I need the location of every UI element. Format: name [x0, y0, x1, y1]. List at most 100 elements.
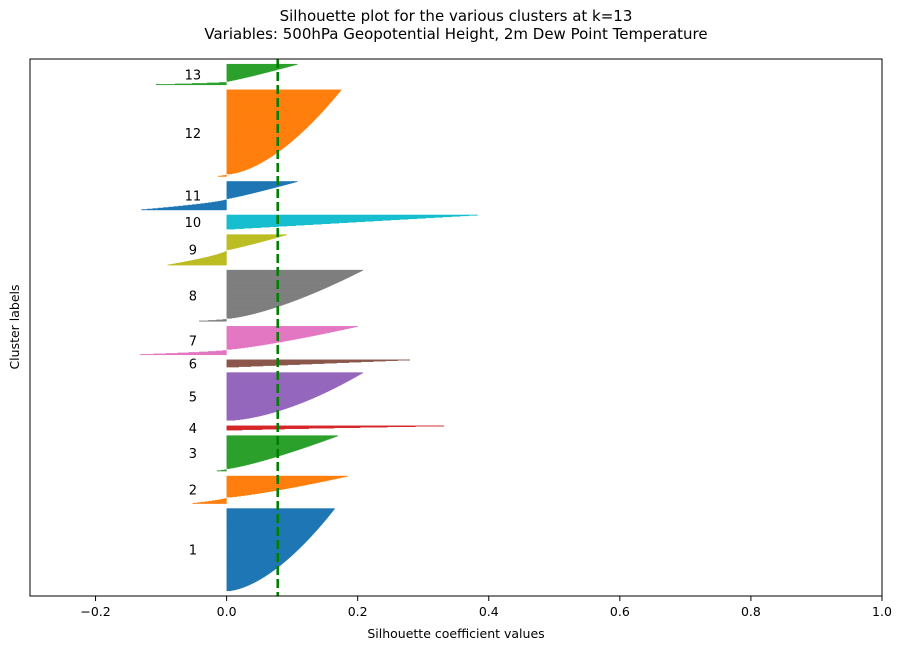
silhouette-bar-cluster-12 — [226, 115, 319, 117]
silhouette-bar-cluster-7 — [226, 340, 285, 342]
silhouette-bar-cluster-3 — [226, 441, 322, 443]
silhouette-bar-cluster-12 — [226, 115, 319, 117]
silhouette-bar-cluster-1 — [226, 561, 286, 562]
silhouette-bar-cluster-9 — [205, 257, 227, 258]
silhouette-bar-cluster-1 — [226, 570, 273, 572]
silhouette-bar-cluster-12 — [226, 123, 312, 124]
silhouette-bar-cluster-8 — [226, 305, 281, 307]
silhouette-bar-cluster-8 — [226, 282, 337, 284]
silhouette-bar-cluster-1 — [226, 511, 333, 513]
silhouette-bar-cluster-10 — [226, 218, 409, 220]
silhouette-bar-cluster-11 — [226, 194, 244, 196]
silhouette-bar-cluster-1 — [226, 581, 256, 583]
silhouette-bar-cluster-3 — [226, 443, 315, 445]
silhouette-bar-cluster-1 — [226, 576, 264, 578]
silhouette-bar-cluster-11 — [226, 193, 250, 195]
silhouette-bar-cluster-8 — [226, 312, 257, 314]
silhouette-bar-cluster-3 — [226, 467, 231, 469]
silhouette-bar-cluster-6 — [226, 362, 337, 364]
silhouette-bar-cluster-3 — [226, 458, 271, 460]
x-axis-ticks: −0.2 0.0 0.2 0.4 0.6 0.8 1.0 — [80, 596, 892, 619]
silhouette-bar-cluster-5 — [226, 387, 336, 389]
silhouette-bar-cluster-7 — [226, 333, 321, 335]
silhouette-bar-cluster-8 — [226, 270, 362, 272]
silhouette-bar-cluster-12 — [226, 118, 316, 120]
silhouette-bar-cluster-12 — [226, 169, 247, 171]
silhouette-bar-cluster-8 — [226, 288, 325, 290]
silhouette-bar-cluster-11 — [163, 207, 227, 209]
silhouette-bar-cluster-2 — [226, 495, 242, 497]
silhouette-bar-cluster-10 — [226, 224, 305, 226]
silhouette-bar-cluster-1 — [226, 571, 272, 573]
silhouette-bar-cluster-3 — [226, 448, 301, 450]
silhouette-bar-cluster-5 — [226, 400, 307, 402]
silhouette-bar-cluster-2 — [226, 486, 295, 488]
silhouette-bar-cluster-11 — [226, 184, 285, 186]
chart-title-line1: Silhouette plot for the various clusters… — [280, 7, 633, 25]
silhouette-bar-cluster-1 — [226, 567, 278, 569]
silhouette-bar-cluster-1 — [226, 582, 255, 584]
silhouette-bar-cluster-11 — [226, 194, 246, 196]
silhouette-bar-cluster-3 — [226, 463, 251, 465]
silhouette-bar-cluster-1 — [226, 549, 299, 551]
silhouette-bar-cluster-9 — [186, 260, 227, 262]
silhouette-bar-cluster-7 — [226, 347, 242, 349]
silhouette-bar-cluster-12 — [226, 111, 323, 113]
silhouette-bar-cluster-1 — [226, 508, 335, 510]
silhouette-bar-cluster-10 — [226, 224, 314, 225]
silhouette-bar-cluster-3 — [226, 436, 335, 438]
silhouette-bar-cluster-8 — [226, 278, 346, 280]
silhouette-bar-cluster-12 — [226, 137, 296, 139]
silhouette-bar-cluster-4 — [226, 428, 309, 429]
silhouette-bar-cluster-11 — [226, 189, 266, 191]
silhouette-bar-cluster-12 — [226, 148, 283, 150]
silhouette-bar-cluster-12 — [226, 147, 284, 149]
silhouette-bar-cluster-5 — [226, 386, 337, 388]
silhouette-bar-cluster-11 — [147, 208, 227, 210]
silhouette-bar-cluster-12 — [226, 93, 339, 95]
silhouette-bar-cluster-9 — [226, 234, 287, 236]
silhouette-bar-cluster-11 — [226, 193, 252, 194]
silhouette-bar-cluster-1 — [226, 552, 296, 554]
silhouette-bar-cluster-12 — [226, 99, 334, 101]
silhouette-bar-cluster-8 — [226, 294, 309, 296]
silhouette-bar-cluster-12 — [226, 164, 258, 166]
silhouette-bar-cluster-5 — [226, 404, 297, 406]
silhouette-bar-cluster-9 — [225, 251, 227, 253]
cluster-label-1: 1 — [189, 544, 197, 559]
silhouette-bar-cluster-11 — [226, 191, 258, 193]
silhouette-bar-cluster-9 — [226, 238, 273, 240]
silhouette-bar-cluster-9 — [220, 253, 227, 255]
silhouette-bar-cluster-7 — [226, 342, 277, 344]
silhouette-bar-cluster-5 — [226, 392, 326, 393]
silhouette-bar-cluster-11 — [226, 190, 262, 192]
silhouette-bar-cluster-1 — [226, 542, 306, 544]
silhouette-bar-cluster-8 — [226, 273, 357, 275]
silhouette-bar-cluster-12 — [226, 139, 294, 141]
silhouette-bar-cluster-5 — [226, 419, 240, 421]
silhouette-bar-cluster-1 — [226, 588, 239, 590]
silhouette-bar-cluster-12 — [226, 123, 311, 125]
silhouette-bar-cluster-9 — [196, 259, 227, 260]
silhouette-bar-cluster-7 — [226, 335, 311, 337]
silhouette-bar-cluster-1 — [226, 534, 313, 536]
silhouette-bar-cluster-7 — [226, 336, 309, 338]
silhouette-bar-cluster-12 — [226, 158, 268, 160]
silhouette-bar-cluster-12 — [226, 126, 308, 128]
silhouette-bar-cluster-13 — [226, 71, 268, 73]
silhouette-bar-cluster-12 — [226, 157, 271, 158]
silhouette-bar-cluster-13 — [219, 82, 227, 84]
silhouette-bar-cluster-9 — [226, 250, 227, 252]
silhouette-bar-cluster-12 — [226, 133, 300, 135]
silhouette-bar-cluster-2 — [226, 485, 301, 487]
silhouette-bar-cluster-8 — [226, 291, 318, 292]
silhouette-bar-cluster-3 — [226, 435, 339, 437]
silhouette-bar-cluster-12 — [226, 128, 306, 130]
silhouette-bar-cluster-8 — [226, 310, 264, 312]
silhouette-bar-cluster-5 — [226, 411, 277, 413]
silhouette-bar-cluster-2 — [225, 497, 227, 499]
silhouette-bar-cluster-1 — [226, 553, 295, 555]
silhouette-bar-cluster-1 — [226, 556, 291, 558]
x-tick-label: 0.2 — [348, 604, 368, 619]
